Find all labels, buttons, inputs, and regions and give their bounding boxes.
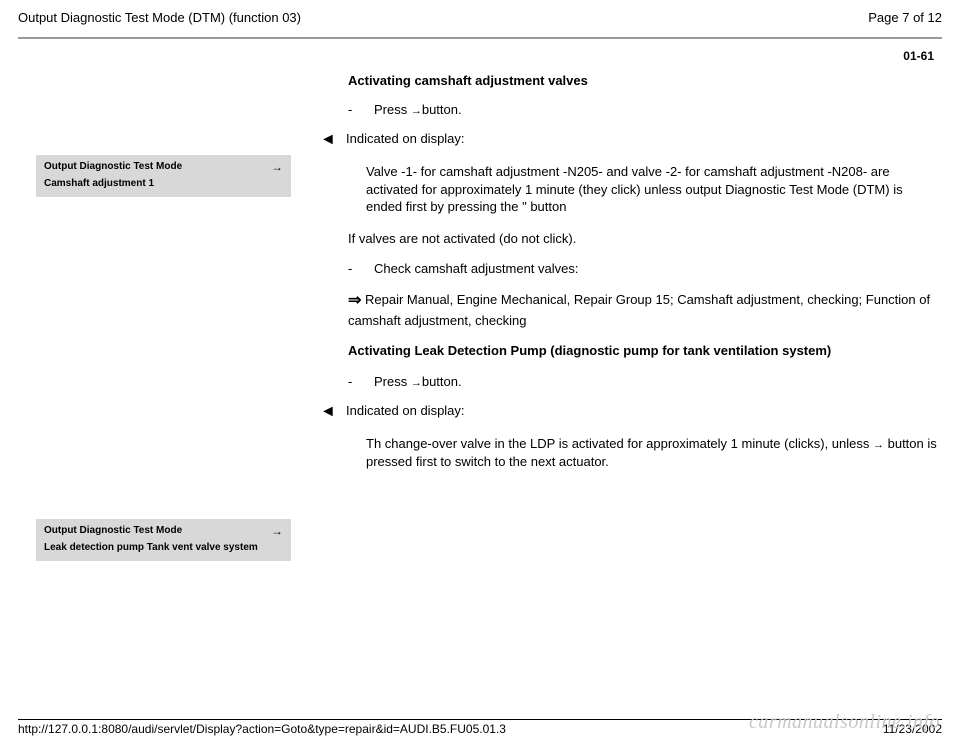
- header-rule: [18, 37, 942, 39]
- watermark: carmanualsonline.info: [749, 711, 940, 734]
- pointer-left-icon: ◄: [320, 131, 346, 149]
- dash-marker: -: [348, 374, 374, 389]
- arrow-right-icon: →: [411, 377, 422, 389]
- check-valves-label: Check camshaft adjustment valves:: [374, 261, 942, 276]
- display-line2: Camshaft adjustment 1: [44, 178, 285, 189]
- arrow-double-icon: ⇒: [348, 292, 361, 309]
- display-line1: Output Diagnostic Test Mode: [44, 161, 285, 172]
- arrow-right-icon: →: [271, 160, 283, 174]
- display-box-camshaft: → Output Diagnostic Test Mode Camshaft a…: [36, 155, 291, 197]
- arrow-right-icon: →: [271, 524, 283, 538]
- press-instruction-1: Press →button.: [374, 102, 942, 117]
- section2-title: Activating Leak Detection Pump (diagnost…: [348, 343, 942, 360]
- header-title: Output Diagnostic Test Mode (DTM) (funct…: [18, 10, 301, 25]
- dash-marker: -: [348, 261, 374, 276]
- display-line2: Leak detection pump Tank vent valve syst…: [44, 542, 285, 553]
- dash-marker: -: [348, 102, 374, 117]
- pointer-left-icon: ◄: [320, 403, 346, 421]
- note-valve: Valve -1- for camshaft adjustment -N205-…: [348, 163, 942, 216]
- footer-url: http://127.0.0.1:8080/audi/servlet/Displ…: [18, 722, 506, 736]
- arrow-right-icon: →: [873, 439, 884, 451]
- manual-reference: ⇒ Repair Manual, Engine Mechanical, Repa…: [348, 290, 942, 329]
- arrow-right-icon: →: [411, 105, 422, 117]
- page-section-number: 01-61: [18, 49, 942, 63]
- display-box-leak: → Output Diagnostic Test Mode Leak detec…: [36, 519, 291, 561]
- press-instruction-2: Press →button.: [374, 374, 942, 389]
- note-ldp: Th change-over valve in the LDP is activ…: [348, 435, 942, 470]
- indicated-label: Indicated on display:: [346, 131, 942, 149]
- header-page: Page 7 of 12: [868, 10, 942, 25]
- section1-title: Activating camshaft adjustment valves: [348, 73, 942, 88]
- indicated-label-2: Indicated on display:: [346, 403, 942, 421]
- if-valves-note: If valves are not activated (do not clic…: [348, 230, 942, 248]
- display-line1: Output Diagnostic Test Mode: [44, 525, 285, 536]
